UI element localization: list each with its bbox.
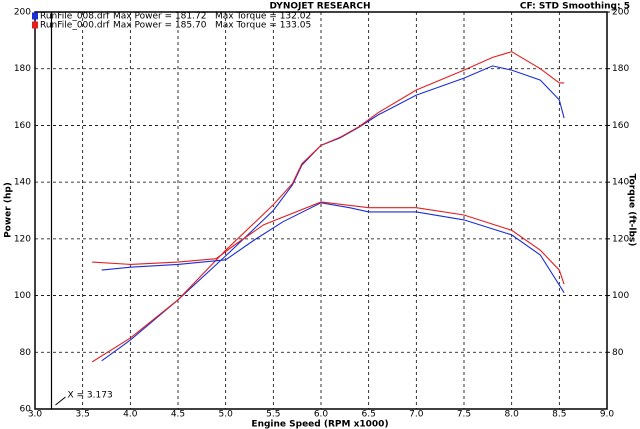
- legend-file: RunFile_008.drf: [40, 12, 110, 22]
- x-tick-label: 7.5: [457, 410, 471, 420]
- chart-subtitle: CF: STD Smoothing: 5: [520, 2, 630, 12]
- y2-tick-label: 140: [612, 178, 629, 188]
- chart-title: DYNOJET RESEARCH: [269, 2, 370, 12]
- legend-power: Max Power = 181.72: [113, 12, 206, 22]
- y-tick-label: 160: [14, 121, 31, 131]
- y2-tick-label: 80: [612, 348, 624, 358]
- x-tick-label: 6.0: [314, 410, 329, 420]
- y-axis-label: Power (hp): [4, 182, 14, 238]
- legend-swatch: [32, 21, 38, 29]
- series-line: [101, 202, 565, 293]
- series-line: [92, 201, 565, 285]
- y-tick-label: 200: [14, 8, 31, 18]
- y2-tick-label: 200: [612, 8, 629, 18]
- x-tick-label: 8.0: [505, 410, 520, 420]
- y2-tick-label: 120: [612, 234, 629, 244]
- y-tick-label: 100: [14, 291, 31, 301]
- y-tick-label: 80: [20, 348, 32, 358]
- y2-tick-label: 100: [612, 291, 629, 301]
- legend-power: Max Power = 185.70: [113, 21, 207, 31]
- x-tick-label: 6.5: [362, 410, 376, 420]
- cursor-pointer: [55, 396, 66, 406]
- y-tick-label: 180: [14, 64, 31, 74]
- legend-torque: Max Torque = 132.02: [215, 12, 311, 22]
- y2-axis-label: Torque (ft-lbs): [627, 174, 637, 247]
- x-tick-label: 4.5: [171, 410, 185, 420]
- y-tick-label: 140: [14, 178, 31, 188]
- legend-torque: Max Torque = 133.05: [215, 21, 311, 31]
- x-tick-label: 3.0: [28, 410, 43, 420]
- x-tick-label: 5.0: [219, 410, 234, 420]
- legend-swatch: [32, 12, 38, 20]
- y2-tick-label: 160: [612, 121, 629, 131]
- x-axis-label: Engine Speed (RPM x1000): [251, 420, 388, 429]
- legend-file: RunFile_000.drf: [40, 21, 110, 31]
- x-tick-label: 8.5: [552, 410, 566, 420]
- x-tick-label: 3.5: [76, 410, 90, 420]
- plot-frame: [34, 11, 608, 410]
- y-tick-label: 60: [20, 405, 32, 415]
- x-tick-label: 5.5: [266, 410, 280, 420]
- x-tick-label: 9.0: [600, 410, 615, 420]
- x-tick-label: 7.0: [409, 410, 424, 420]
- x-tick-label: 4.0: [123, 410, 138, 420]
- y2-tick-label: 180: [612, 64, 629, 74]
- series-line: [91, 51, 565, 363]
- y-tick-label: 120: [14, 234, 31, 244]
- cursor-label: X = 3.173: [67, 391, 112, 401]
